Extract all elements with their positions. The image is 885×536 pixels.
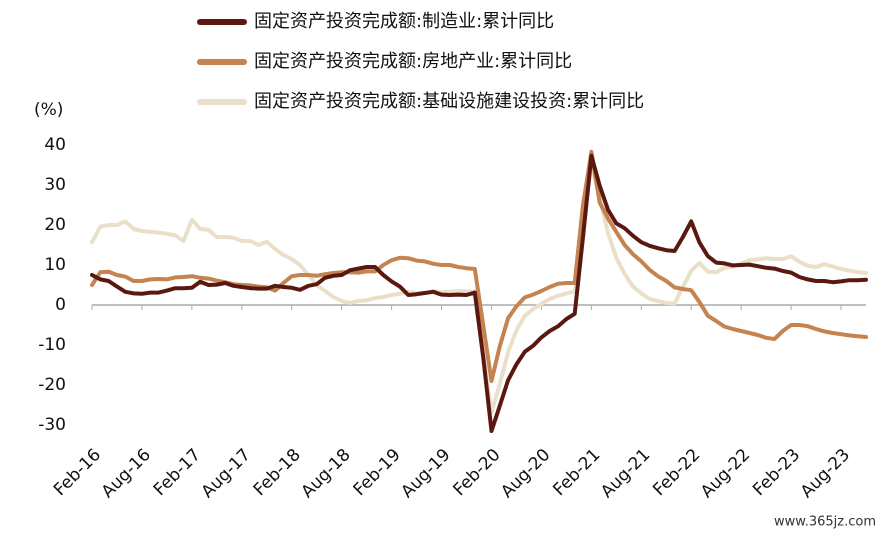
y-tick-label: -30 — [38, 415, 66, 435]
x-tick-label: Aug-18 — [297, 445, 354, 502]
x-tick-label: Feb-16 — [50, 445, 105, 500]
x-tick-label: Aug-23 — [797, 445, 854, 502]
x-tick-label: Feb-21 — [549, 445, 604, 500]
y-tick-label: 0 — [55, 295, 66, 315]
y-tick-label: 30 — [44, 175, 66, 195]
line-series — [90, 153, 868, 433]
x-tick-label: Aug-21 — [597, 445, 654, 502]
x-tick-label: Aug-22 — [697, 445, 754, 502]
x-tick-label: Aug-20 — [497, 445, 554, 502]
x-tick-label: Feb-23 — [749, 445, 804, 500]
x-tick-label: Feb-17 — [150, 445, 205, 500]
line-series — [90, 149, 868, 383]
watermark: www.365jz.com — [774, 515, 876, 530]
x-tick-label: Feb-18 — [250, 445, 305, 500]
legend-label: 固定资产投资完成额:制造业:累计同比 — [254, 11, 554, 32]
x-tick-label: Feb-19 — [350, 445, 405, 500]
x-tick-label: Aug-17 — [198, 445, 255, 502]
y-tick-label: 10 — [44, 255, 66, 275]
legend-label: 固定资产投资完成额:基础设施建设投资:累计同比 — [254, 91, 644, 112]
x-tick-label: Feb-22 — [649, 445, 704, 500]
y-tick-label: -20 — [38, 375, 66, 395]
x-tick-label: Aug-19 — [397, 445, 454, 502]
y-tick-label: 20 — [44, 215, 66, 235]
x-tick-label: Aug-16 — [98, 445, 155, 502]
y-tick-label: -10 — [38, 335, 66, 355]
y-tick-label: 40 — [44, 135, 66, 155]
legend-label: 固定资产投资完成额:房地产业:累计同比 — [254, 51, 572, 72]
y-axis-label: (%) — [34, 100, 63, 120]
x-tick-label: Feb-20 — [449, 445, 504, 500]
